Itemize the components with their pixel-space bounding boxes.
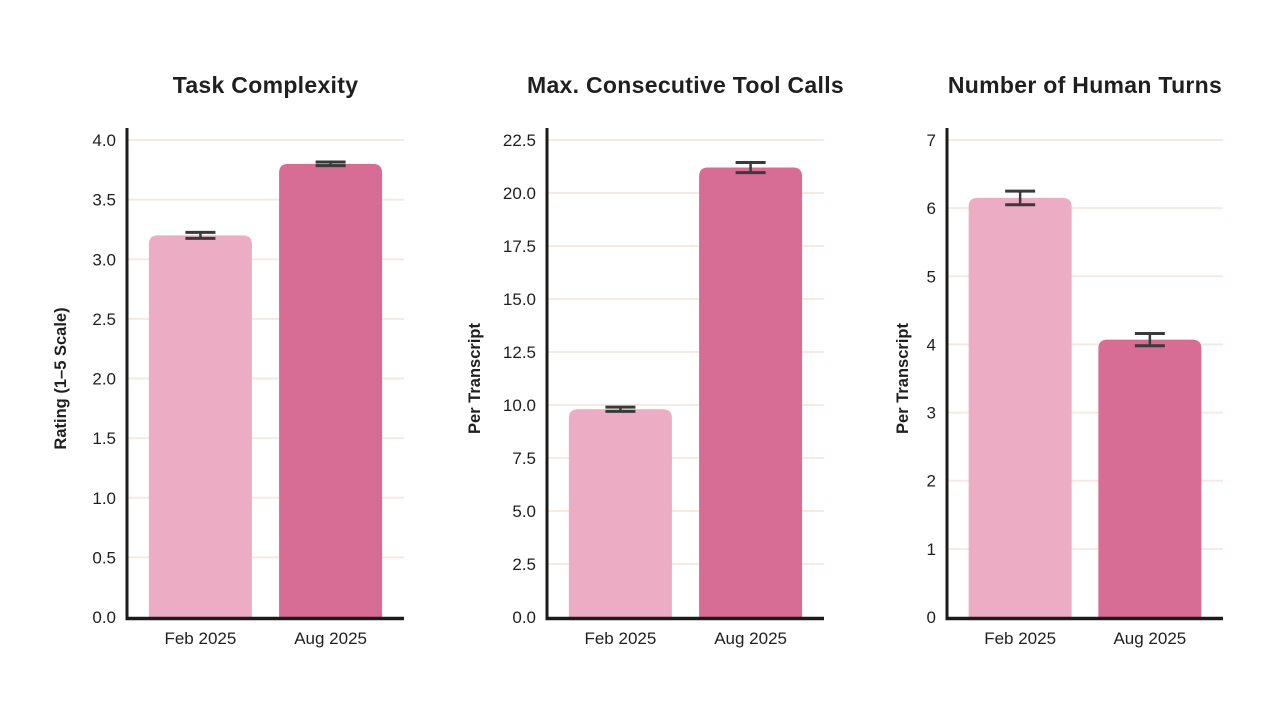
y-tick-label: 7 bbox=[927, 131, 936, 150]
y-tick-label: 2.5 bbox=[92, 310, 116, 329]
y-tick-label: 3.5 bbox=[92, 191, 116, 210]
y-tick-label: 15.0 bbox=[503, 290, 536, 309]
y-tick-label: 1.0 bbox=[92, 489, 116, 508]
y-axis-label: Rating (1–5 Scale) bbox=[52, 307, 70, 449]
y-tick-label: 5 bbox=[927, 267, 936, 286]
y-tick-label: 0.0 bbox=[512, 608, 536, 627]
chart-title: Task Complexity bbox=[173, 72, 359, 98]
y-tick-label: 2.0 bbox=[92, 370, 116, 389]
x-tick-label: Feb 2025 bbox=[984, 629, 1056, 648]
x-tick-label: Feb 2025 bbox=[164, 629, 236, 648]
y-tick-label: 1.5 bbox=[92, 429, 116, 448]
y-tick-label: 0.5 bbox=[92, 548, 116, 567]
y-tick-label: 0 bbox=[927, 608, 936, 627]
y-tick-label: 22.5 bbox=[503, 131, 536, 150]
y-tick-label: 3.0 bbox=[92, 250, 116, 269]
y-tick-label: 1 bbox=[927, 540, 936, 559]
chart-title: Max. Consecutive Tool Calls bbox=[527, 72, 844, 98]
bar-feb-2025 bbox=[568, 409, 672, 617]
y-tick-label: 4.0 bbox=[92, 131, 116, 150]
y-tick-label: 10.0 bbox=[503, 396, 536, 415]
y-tick-label: 2 bbox=[927, 472, 936, 491]
y-tick-label: 4 bbox=[927, 335, 936, 354]
y-tick-label: 7.5 bbox=[512, 449, 536, 468]
y-axis-label: Per Transcript bbox=[894, 323, 912, 434]
bar-feb-2025 bbox=[148, 235, 252, 617]
y-tick-label: 6 bbox=[927, 199, 936, 218]
x-tick-label: Aug 2025 bbox=[294, 629, 367, 648]
y-tick-label: 0.0 bbox=[92, 608, 116, 627]
x-tick-label: Aug 2025 bbox=[714, 629, 787, 648]
y-tick-label: 5.0 bbox=[512, 502, 536, 521]
y-tick-label: 2.5 bbox=[512, 555, 536, 574]
bar-aug-2025 bbox=[1098, 339, 1202, 617]
x-tick-label: Aug 2025 bbox=[1113, 629, 1186, 648]
x-tick-label: Feb 2025 bbox=[584, 629, 656, 648]
y-tick-label: 3 bbox=[927, 404, 936, 423]
bar-aug-2025 bbox=[699, 167, 803, 617]
y-tick-label: 17.5 bbox=[503, 237, 536, 256]
bar-feb-2025 bbox=[968, 197, 1072, 617]
y-tick-label: 20.0 bbox=[503, 184, 536, 203]
y-axis-label: Per Transcript bbox=[466, 323, 484, 434]
bar-aug-2025 bbox=[279, 163, 383, 617]
chart-title: Number of Human Turns bbox=[948, 72, 1222, 98]
y-tick-label: 12.5 bbox=[503, 343, 536, 362]
